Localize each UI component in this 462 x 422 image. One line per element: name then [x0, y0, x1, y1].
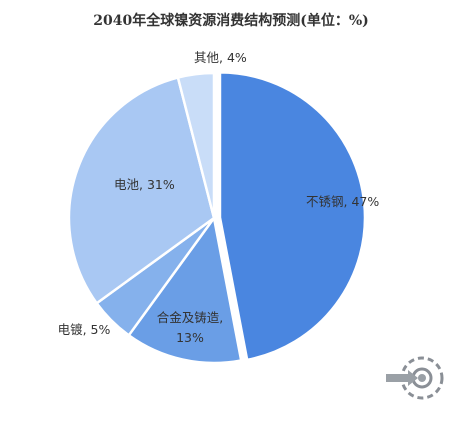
pie-slice-0: [218, 71, 367, 362]
pie-slice-1: [127, 214, 243, 365]
pie-slice-3: [67, 76, 216, 305]
slice-label-3: 电池, 31%: [114, 177, 175, 192]
pie-labels: 不锈钢, 47% 合金及铸造, 13% 电镀, 5% 电池, 31% 其他, 4%: [58, 50, 380, 345]
gear-logo-icon: [386, 356, 444, 400]
chart-title: 2040年全球镍资源消费结构预测(单位：%): [93, 13, 369, 29]
slice-label-2: 电镀, 5%: [58, 322, 111, 337]
pie-slices: [67, 71, 367, 365]
slice-label-0: 不锈钢, 47%: [306, 194, 379, 209]
slice-label-1: 合金及铸造, 13%: [157, 310, 223, 345]
slice-label-4: 其他, 4%: [194, 50, 247, 65]
pie-slice-4: [176, 71, 216, 219]
